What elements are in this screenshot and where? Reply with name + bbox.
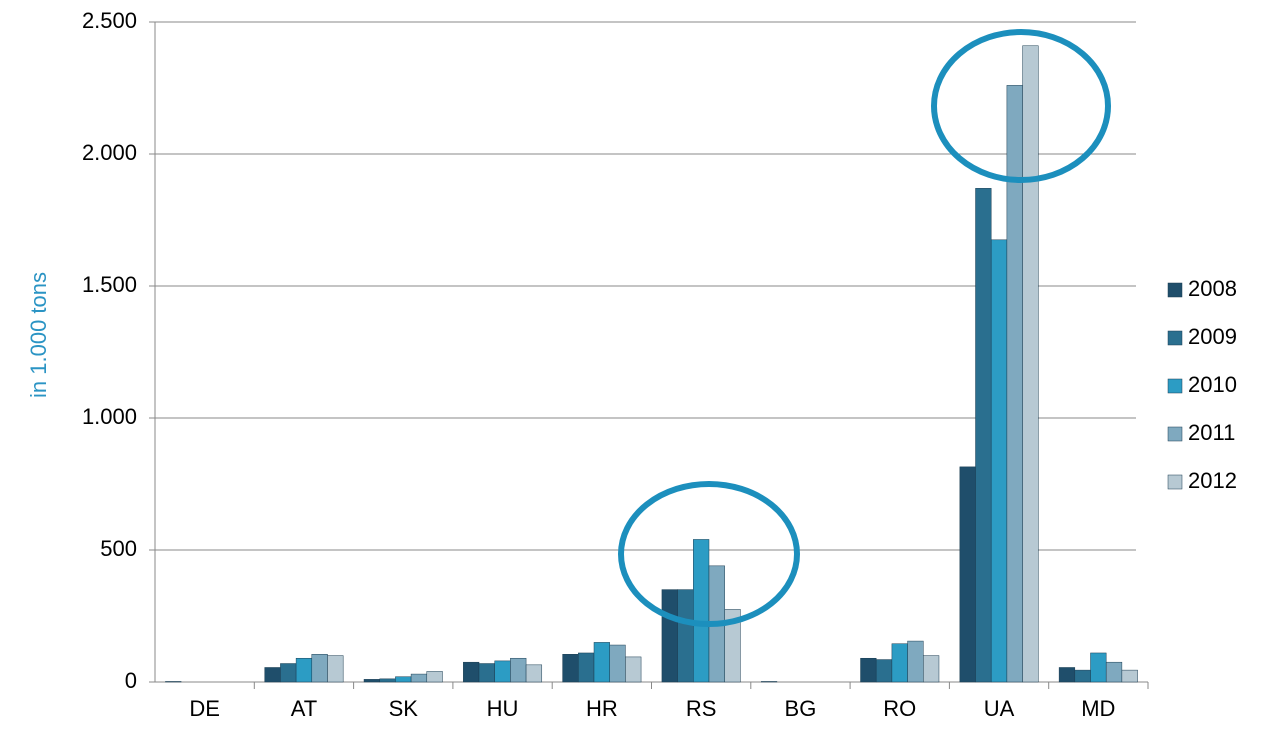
- highlight-circle: [931, 29, 1111, 183]
- y-tick-label: 1.500: [82, 272, 137, 297]
- bar: [426, 671, 443, 683]
- y-tick-label: 500: [100, 536, 137, 561]
- y-tick-label: 0: [125, 668, 137, 693]
- bar: [494, 660, 511, 683]
- bar: [1074, 669, 1091, 683]
- bar: [907, 640, 924, 683]
- legend-label: 2012: [1188, 468, 1237, 493]
- bar: [990, 239, 1008, 683]
- bar: [410, 673, 428, 683]
- legend-label: 2009: [1188, 324, 1237, 349]
- bar: [379, 678, 396, 683]
- x-tick-label: DE: [189, 696, 220, 721]
- bar: [525, 664, 543, 683]
- legend-label: 2008: [1188, 276, 1237, 301]
- bar: [1105, 661, 1123, 683]
- bar: [677, 589, 694, 683]
- legend-label: 2011: [1188, 420, 1235, 445]
- x-tick-label: BG: [785, 696, 817, 721]
- y-axis-label: in 1.000 tons: [26, 272, 51, 398]
- legend-swatch: [1167, 474, 1183, 490]
- bar: [562, 654, 579, 683]
- bar: [625, 656, 642, 683]
- bar: [1006, 85, 1023, 683]
- legend-swatch: [1167, 330, 1183, 346]
- bar: [311, 654, 328, 683]
- bar: [860, 657, 877, 683]
- legend-swatch: [1167, 426, 1183, 442]
- bar: [295, 657, 313, 683]
- x-tick-label: AT: [291, 696, 317, 721]
- highlight-circle: [618, 481, 800, 627]
- bar: [875, 659, 893, 683]
- bar: [760, 681, 778, 683]
- bar: [1058, 667, 1076, 683]
- bar: [891, 643, 908, 683]
- x-tick-label: SK: [389, 696, 419, 721]
- bar: [395, 676, 412, 683]
- y-tick-label: 2.500: [82, 8, 137, 33]
- bar: [578, 652, 595, 683]
- bar: [593, 642, 610, 683]
- bar: [975, 188, 992, 683]
- bar: [1090, 652, 1107, 683]
- bar: [363, 679, 380, 683]
- legend-label: 2010: [1188, 372, 1237, 397]
- bar: [280, 663, 297, 683]
- bar: [463, 661, 480, 683]
- bar: [1022, 45, 1039, 683]
- bar: [923, 655, 940, 683]
- bar: [693, 539, 710, 683]
- y-tick-label: 2.000: [82, 140, 137, 165]
- bar: [165, 681, 182, 683]
- bar: [724, 609, 741, 683]
- bar: [264, 667, 281, 683]
- x-tick-label: MD: [1081, 696, 1115, 721]
- bar: [327, 655, 344, 683]
- bar: [478, 663, 495, 683]
- x-tick-label: RO: [883, 696, 916, 721]
- bar: [609, 644, 626, 683]
- x-tick-label: RS: [686, 696, 717, 721]
- legend-swatch: [1167, 282, 1183, 298]
- y-tick-label: 1.000: [82, 404, 137, 429]
- bar: [510, 657, 527, 683]
- bar: [661, 589, 678, 683]
- legend-swatch: [1167, 378, 1183, 394]
- bar: [959, 466, 976, 683]
- x-tick-label: HR: [586, 696, 618, 721]
- x-tick-label: HU: [487, 696, 519, 721]
- bar: [1121, 669, 1138, 683]
- x-tick-label: UA: [984, 696, 1015, 721]
